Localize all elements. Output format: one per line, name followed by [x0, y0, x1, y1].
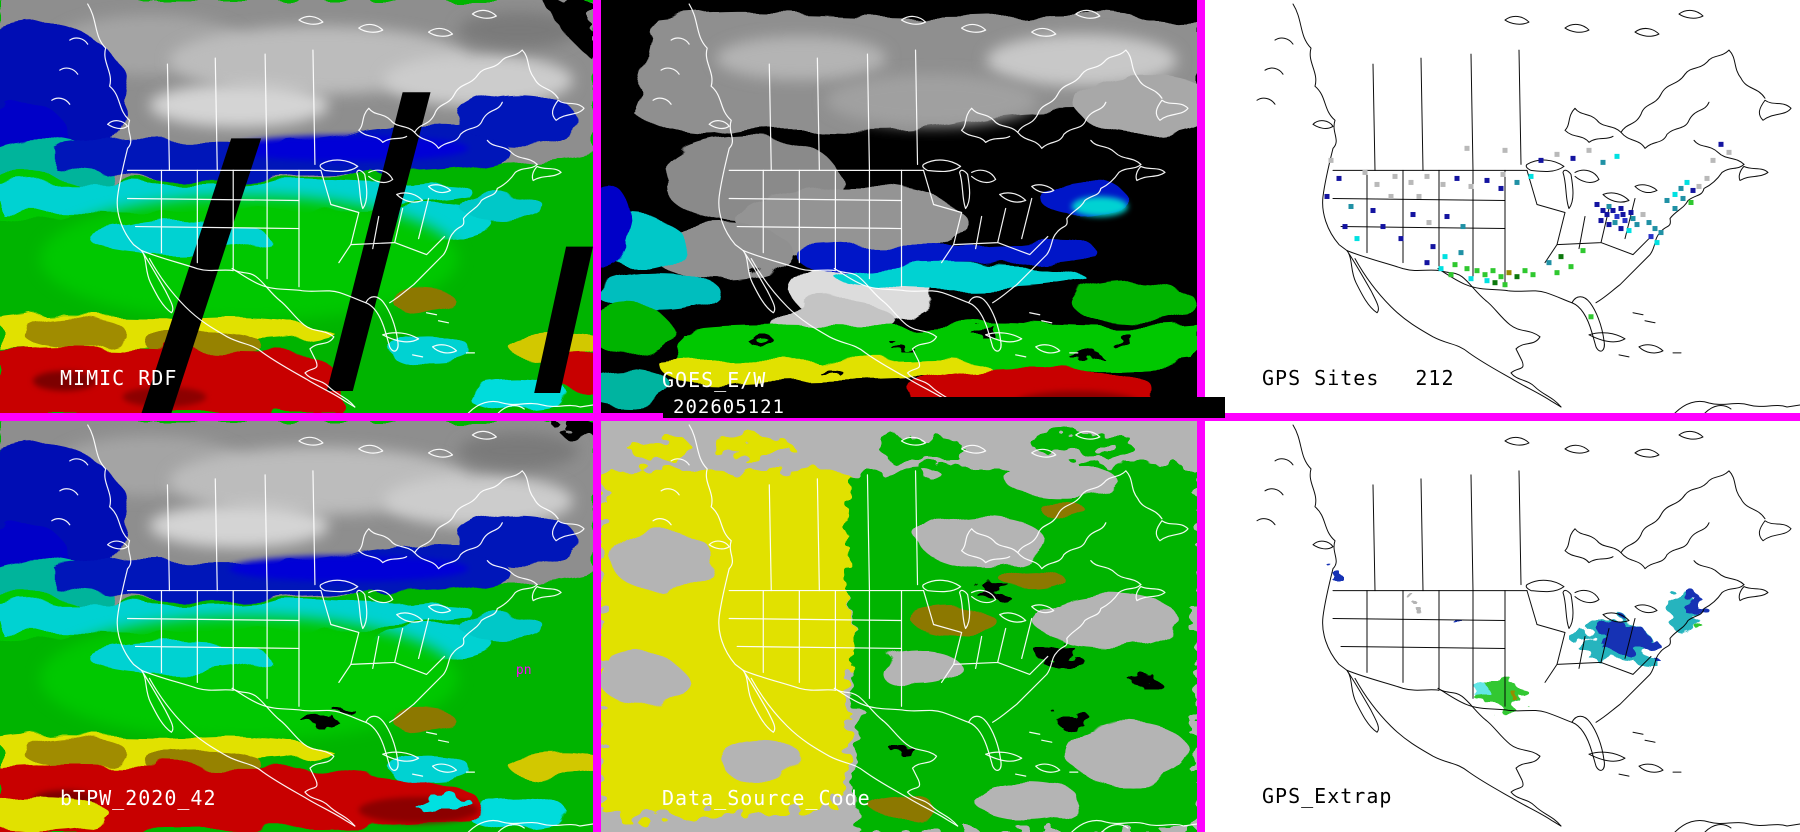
panel-gps-extrap: GPS_Extrap [1205, 421, 1800, 832]
timestamp-text: 202605121 [673, 396, 785, 418]
map-outline-white [652, 424, 1197, 832]
panel-goes-ew: GOES_E/W [601, 0, 1197, 413]
map-outline-white [652, 3, 1197, 413]
panel-label-gps-extrap: GPS_Extrap [1262, 784, 1393, 808]
panel-label-mimic: MIMIC RDF [60, 366, 178, 390]
panel-data-source-code: Data_Source_Code [601, 421, 1197, 832]
mimic-tpw-field [0, 0, 593, 413]
mimic-tpw-map-image [0, 0, 593, 413]
map-outline-white [51, 3, 593, 413]
panel-mimic-rdf: MIMIC RDF [0, 0, 593, 413]
panel-btpw: pn bTPW_2020_42 [0, 421, 593, 832]
btpw-annotation: pn [515, 663, 532, 679]
btpw-tpw-field [0, 421, 593, 832]
panel-label-gps-sites: GPS Sites [1262, 366, 1380, 390]
gps-extrap-patches [1327, 567, 1703, 710]
map-outline-black [1256, 424, 1800, 832]
timestamp-bar: 202605121 [663, 397, 1225, 418]
panel-label-data-source: Data_Source_Code [662, 786, 871, 810]
gps-sites-caption: GPS Sites 212 [1262, 368, 1455, 388]
gps-site-markers [1324, 141, 1732, 320]
panel-label-goes: GOES_E/W [662, 368, 767, 392]
goes-satellite-image [601, 0, 1197, 413]
map-outline-black [1256, 3, 1800, 413]
map-outline-white [51, 424, 593, 832]
data-source-code-map-image [601, 421, 1197, 832]
panel-gps-sites: GPS Sites 212 [1205, 0, 1800, 413]
data-source-field [601, 421, 1197, 832]
btpw-tpw-map-image [0, 421, 593, 832]
panel-label-btpw: bTPW_2020_42 [60, 786, 217, 810]
gps-extrap-map-image [1256, 424, 1800, 832]
goes-cloud-field [601, 0, 1197, 413]
gps-sites-map-image [1256, 3, 1800, 413]
gps-sites-count: 212 [1415, 366, 1455, 390]
